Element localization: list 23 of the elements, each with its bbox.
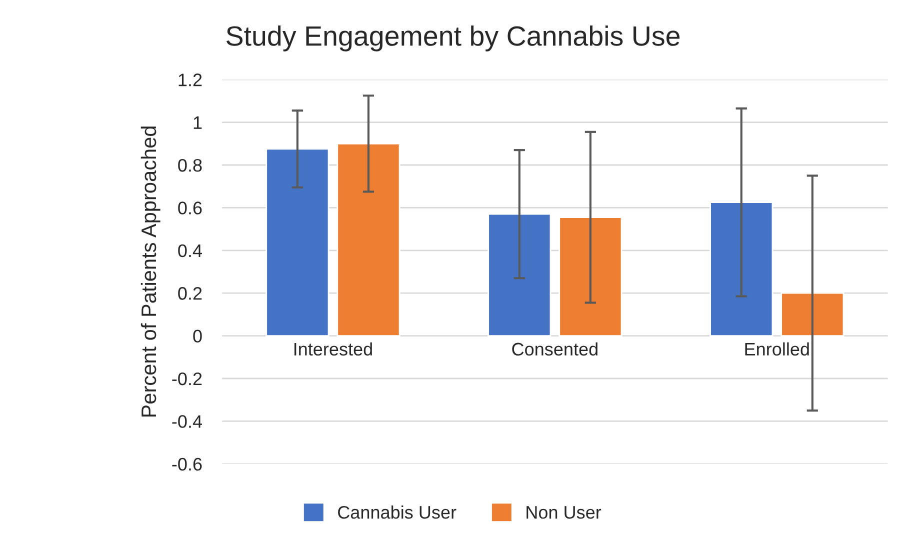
x-tick-label: Interested bbox=[294, 342, 372, 356]
y-tick-label: 0 bbox=[193, 330, 202, 343]
y-tick-label: 0.8 bbox=[178, 158, 202, 172]
y-tick-label: -0.6 bbox=[172, 458, 202, 471]
y-tick-label: -0.2 bbox=[172, 372, 202, 386]
legend-label: Cannabis User bbox=[338, 505, 456, 519]
chart-title: Study Engagement by Cannabis Use bbox=[226, 25, 680, 52]
bar bbox=[780, 292, 844, 336]
bar bbox=[710, 202, 774, 336]
y-tick-label: 0.4 bbox=[178, 244, 202, 258]
y-axis-title: Percent of Patients Approached bbox=[140, 126, 160, 417]
bar bbox=[488, 213, 552, 336]
bar bbox=[558, 216, 622, 336]
bar bbox=[336, 142, 400, 336]
bar bbox=[266, 148, 330, 336]
x-tick-label: Consented bbox=[512, 342, 598, 356]
legend-label: Non User bbox=[526, 506, 602, 519]
y-tick-label: 0.6 bbox=[178, 202, 202, 214]
y-tick-label: 1 bbox=[194, 116, 202, 129]
x-tick-label: Enrolled bbox=[745, 342, 809, 356]
y-tick-label: -0.4 bbox=[172, 415, 202, 428]
y-tick-label: 0.2 bbox=[178, 287, 202, 300]
y-tick-label: 1.2 bbox=[178, 74, 202, 86]
